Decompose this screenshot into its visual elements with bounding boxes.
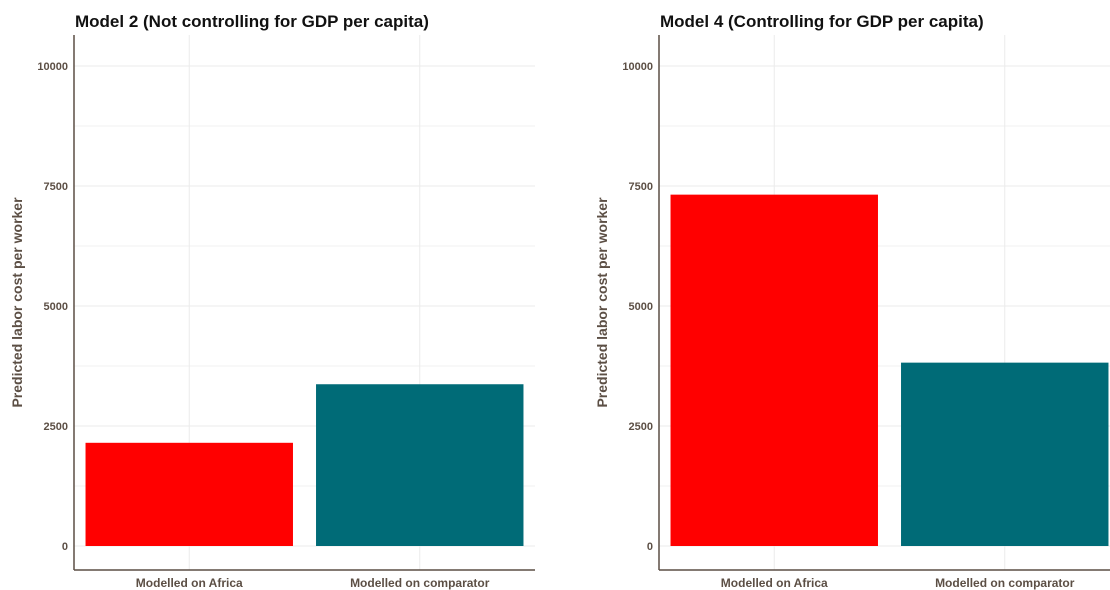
y-tick-label: 5000 [44, 301, 68, 313]
bar [85, 442, 293, 546]
bar-chart-model-4: 0 2500 5000 7500 10000 Modelled on Africa Mode… [594, 35, 1110, 590]
bar [901, 362, 1109, 546]
y-tick-label: 5000 [629, 301, 653, 313]
bar [670, 194, 878, 546]
chart-title: Model 2 (Not controlling for GDP per cap… [75, 12, 429, 31]
x-tick-label: Modelled on Africa [136, 576, 243, 590]
chart-panel-model-2: Model 2 (Not controlling for GDP per cap… [9, 12, 535, 590]
y-axis-title: Predicted labor cost per worker [9, 197, 25, 408]
chart-title: Model 4 (Controlling for GDP per capita) [660, 12, 984, 31]
y-tick-label: 10000 [622, 61, 653, 73]
chart-panel-model-4: Model 4 (Controlling for GDP per capita)… [585, 0, 1110, 590]
y-tick-label: 2500 [44, 421, 68, 433]
bar-chart-model-2: 0 2500 5000 7500 10000 Modelled on Africa Mode… [9, 35, 535, 590]
bar [316, 384, 524, 546]
x-tick-label: Modelled on Africa [721, 576, 828, 590]
y-axis-title: Predicted labor cost per worker [594, 197, 610, 408]
y-tick-label: 0 [647, 541, 653, 553]
y-tick-label: 7500 [629, 181, 653, 193]
y-tick-label: 7500 [44, 181, 68, 193]
x-tick-label: Modelled on comparator [935, 576, 1075, 590]
y-tick-label: 0 [62, 541, 68, 553]
x-tick-label: Modelled on comparator [350, 576, 490, 590]
y-tick-label: 2500 [629, 421, 653, 433]
y-tick-label: 10000 [37, 61, 68, 73]
